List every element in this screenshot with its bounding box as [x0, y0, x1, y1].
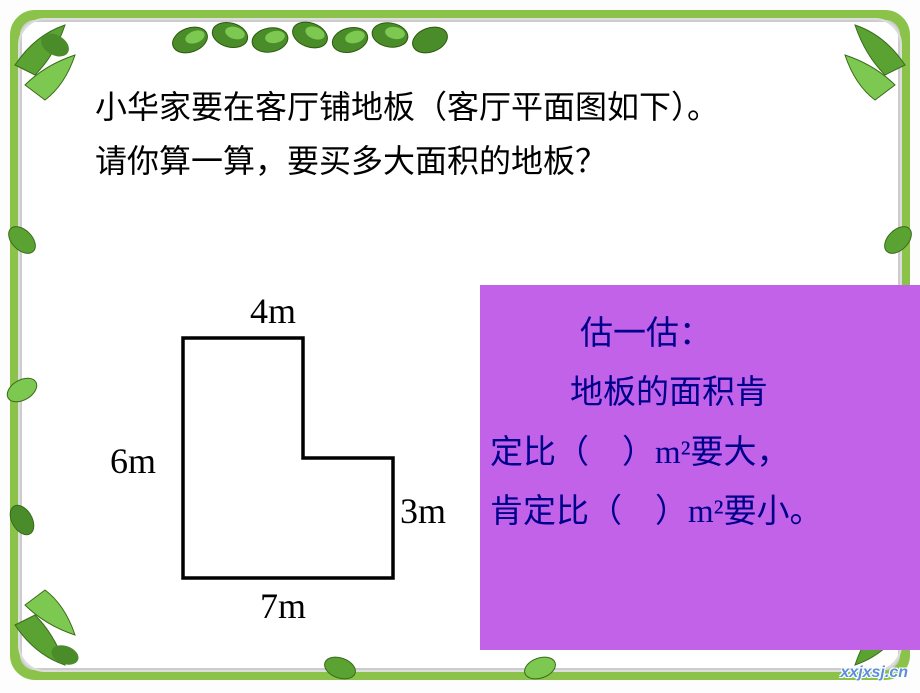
leaf-icon: [2, 370, 42, 410]
watermark-text: xxjxsj.cn: [840, 664, 908, 682]
estimate-line-b: 定比（ ）m²要大，: [490, 424, 920, 483]
leaf-icon: [2, 220, 42, 260]
dimension-left: 6m: [110, 440, 156, 482]
slide-content: 小华家要在客厅铺地板（客厅平面图如下）。 请你算一算，要买多大面积的地板？ 4m…: [50, 50, 870, 640]
dimension-bottom: 7m: [260, 585, 306, 627]
decorative-frame: 小华家要在客厅铺地板（客厅平面图如下）。 请你算一算，要买多大面积的地板？ 4m…: [10, 10, 910, 680]
question-line-1: 小华家要在客厅铺地板（客厅平面图如下）。: [95, 89, 719, 125]
estimate-line-a: 地板的面积肯: [490, 364, 920, 423]
question-line-2: 请你算一算，要买多大面积的地板？: [95, 143, 607, 179]
floorplan-diagram: 4m 6m 3m 7m: [110, 290, 450, 630]
estimate-box: 估一估： 地板的面积肯 定比（ ）m²要大， 肯定比（ ）m²要小。: [480, 285, 920, 650]
question-text: 小华家要在客厅铺地板（客厅平面图如下）。 请你算一算，要买多大面积的地板？: [95, 80, 830, 189]
estimate-title: 估一估：: [580, 305, 920, 364]
leaf-icon: [878, 220, 918, 260]
dimension-top: 4m: [250, 290, 296, 332]
l-shape-outline: [180, 335, 410, 585]
leaf-icon: [520, 648, 560, 688]
estimate-line-c: 肯定比（ ）m²要小。: [490, 483, 920, 542]
leaf-icon: [2, 500, 42, 540]
leaf-icon: [320, 648, 360, 688]
